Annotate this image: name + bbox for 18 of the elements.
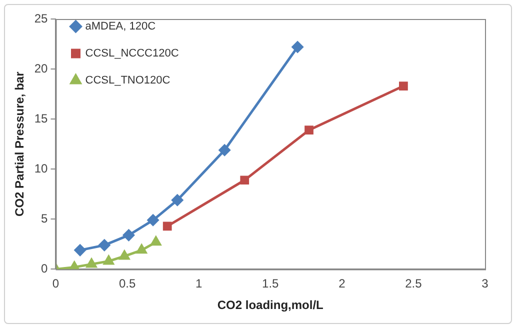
x-tick-label: 0.5	[118, 276, 136, 291]
y-tick-label: 5	[41, 211, 48, 226]
x-axis-title: CO2 loading,mol/L	[217, 298, 324, 312]
y-tick-label: 15	[34, 111, 48, 126]
x-tick-label: 3	[482, 276, 489, 291]
y-tick-label: 25	[34, 11, 48, 26]
y-axis-title: CO2 Partial Pressure, bar	[12, 71, 27, 216]
x-tick-label: 2	[338, 276, 346, 291]
legend-label: aMDEA, 120C	[85, 20, 156, 33]
y-tick-label: 20	[34, 61, 48, 76]
y-tick-label: 10	[34, 161, 48, 176]
legend-label: CCSL_TNO120C	[85, 74, 170, 87]
y-tick-label: 0	[41, 262, 48, 276]
x-tick-label: 2.5	[405, 276, 422, 291]
x-tick-label: 0	[52, 276, 60, 291]
x-tick-label: 1	[195, 276, 202, 291]
x-tick-label: 1.5	[262, 276, 280, 291]
legend-label: CCSL_NCCC120C	[85, 48, 179, 60]
